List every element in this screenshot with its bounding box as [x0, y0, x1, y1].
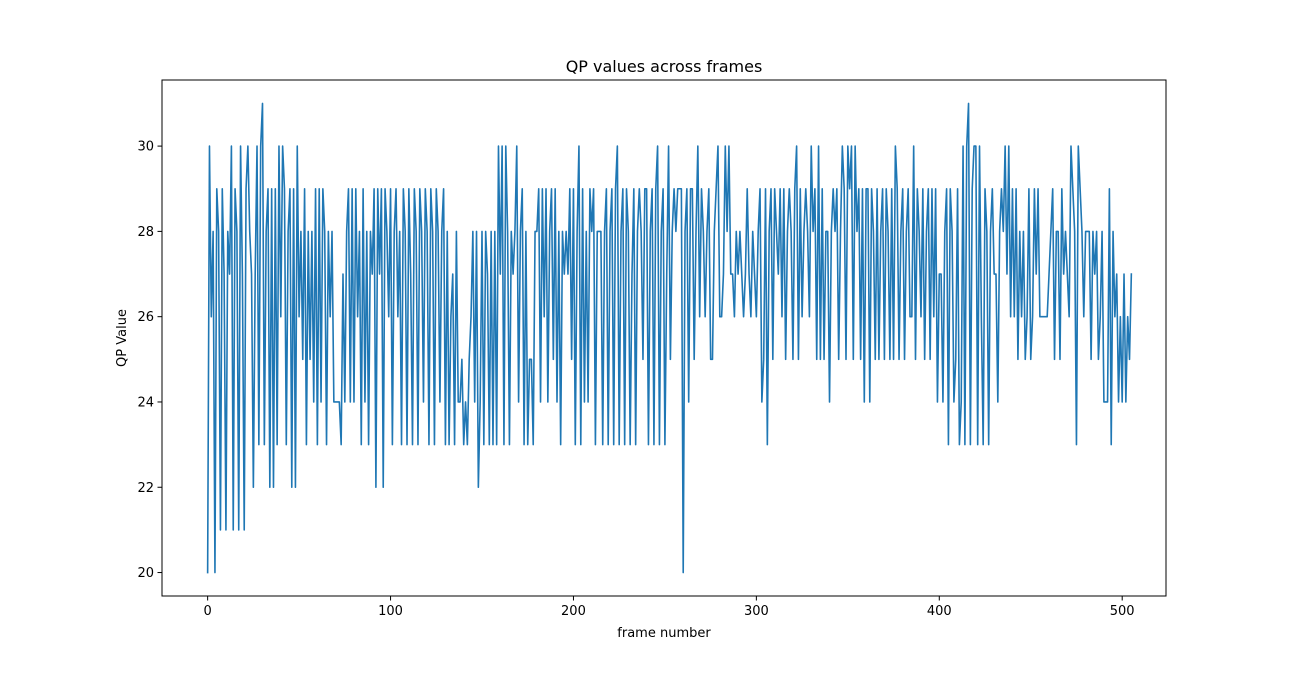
x-axis-label: frame number [617, 626, 711, 641]
y-tick-label: 20 [137, 566, 154, 581]
data-series-line [206, 102, 1133, 574]
y-tick-label: 28 [137, 225, 154, 240]
x-tick-label: 0 [203, 604, 211, 619]
x-tick-label: 100 [378, 604, 403, 619]
x-tick-label: 500 [1110, 604, 1135, 619]
y-axis-label: QP Value [115, 309, 130, 367]
y-tick-label: 26 [137, 310, 154, 325]
y-tick-label: 24 [137, 395, 154, 410]
y-tick-label: 30 [137, 140, 154, 155]
y-tick-label: 22 [137, 481, 154, 496]
x-tick-label: 400 [927, 604, 952, 619]
chart-title: QP values across frames [566, 57, 763, 76]
x-tick-label: 300 [744, 604, 769, 619]
axes-frame [161, 79, 1167, 597]
plot-area: 0 100 200 300 400 500 20 22 24 26 28 30 [137, 79, 1167, 619]
x-tick-label: 200 [561, 604, 586, 619]
